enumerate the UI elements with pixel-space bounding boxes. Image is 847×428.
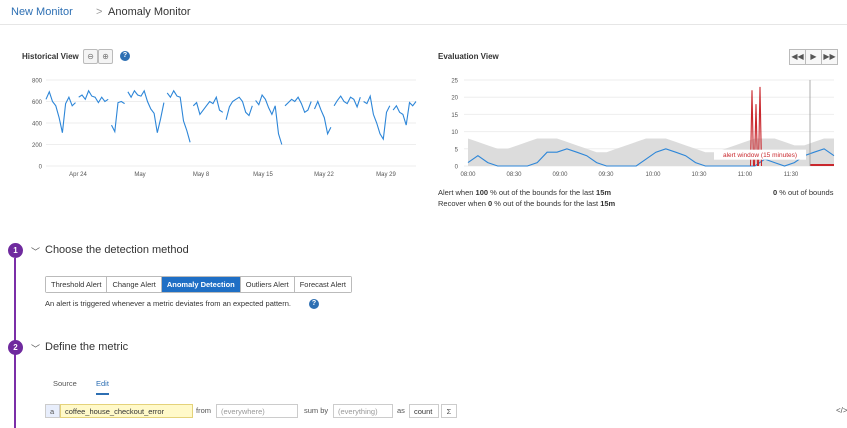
breadcrumb-current: Anomaly Monitor	[108, 6, 191, 18]
x-tick-label: Apr 24	[69, 172, 87, 178]
rewind-icon[interactable]: ◀◀	[789, 49, 806, 65]
series-line-segment	[45, 90, 76, 133]
breadcrumb-new-monitor[interactable]: New Monitor	[11, 6, 73, 18]
x-tick-label: 09:00	[552, 172, 568, 178]
detection-method-tabs: Threshold Alert Change Alert Anomaly Det…	[45, 276, 352, 293]
x-tick-label: 08:00	[460, 172, 476, 178]
metric-input[interactable]: coffee_house_checkout_error	[60, 404, 193, 418]
series-line	[467, 148, 835, 167]
series-line-segment	[392, 101, 417, 126]
chevron-down-icon[interactable]: ﹀	[31, 344, 41, 354]
x-tick-label: 11:00	[738, 172, 753, 178]
query-letter: a	[45, 404, 60, 418]
from-input[interactable]: (everywhere)	[216, 404, 298, 418]
as-select[interactable]: count	[409, 404, 439, 418]
series-line-segment	[363, 94, 391, 141]
x-tick-label: 10:00	[645, 172, 661, 178]
y-tick-label: 0	[455, 165, 459, 171]
code-icon[interactable]: </>	[836, 406, 847, 415]
historical-chart: 0 200 400 600 800 Apr 24 May May 8 May 15 May 22 M…	[32, 79, 417, 178]
series-line-segment	[313, 100, 332, 136]
step-1-title[interactable]: Choose the detection method	[45, 244, 189, 256]
historical-view-title: Historical View	[22, 52, 79, 61]
series-line-segment	[111, 100, 125, 134]
fast-forward-icon[interactable]: ▶▶	[821, 49, 838, 65]
evaluation-view-title: Evaluation View	[438, 52, 499, 61]
alert-window-label: alert window (15 minutes)	[723, 152, 797, 159]
tab-threshold-alert[interactable]: Threshold Alert	[46, 277, 108, 292]
series-line-segment	[192, 95, 224, 116]
x-tick-label: May	[134, 172, 145, 178]
x-tick-label: 11:30	[784, 172, 799, 178]
x-tick-label: May 29	[376, 172, 396, 178]
y-tick-label: 800	[32, 79, 43, 85]
y-tick-label: 0	[39, 165, 43, 171]
sum-by-label: sum by	[304, 406, 329, 415]
y-tick-label: 200	[32, 143, 43, 149]
recover-condition: Recover when 0 % out of the bounds for t…	[438, 199, 616, 208]
sigma-function-button[interactable]: Σ	[441, 404, 457, 418]
chevron-down-icon[interactable]: ﹀	[31, 247, 41, 257]
x-tick-label: May 22	[314, 172, 334, 178]
question-circle-icon[interactable]: ?	[120, 51, 130, 61]
y-tick-label: 5	[455, 147, 459, 153]
alert-condition: Alert when 100 % out of the bounds for t…	[438, 188, 612, 197]
alert-window-label-bg	[714, 149, 806, 160]
x-tick-label: 10:30	[691, 172, 707, 178]
zoom-in-icon[interactable]: ⊕	[98, 49, 113, 64]
series-line-segment	[78, 89, 109, 104]
from-label: from	[196, 406, 211, 415]
series-line-segment	[127, 89, 165, 133]
step-2-title[interactable]: Define the metric	[45, 341, 129, 353]
anomaly-spike	[749, 90, 755, 167]
y-tick-label: 600	[32, 100, 43, 106]
x-tick-label: May 8	[193, 172, 210, 178]
y-tick-label: 25	[451, 79, 458, 85]
out-of-bounds-status: 0 % out of bounds	[773, 188, 834, 197]
tab-anomaly-detection[interactable]: Anomaly Detection	[161, 277, 241, 292]
y-tick-label: 15	[451, 113, 458, 119]
play-icon[interactable]: ▶	[805, 49, 822, 65]
tab-outliers-alert[interactable]: Outliers Alert	[240, 277, 295, 292]
sum-by-input[interactable]: (everything)	[333, 404, 393, 418]
anomaly-spike	[753, 104, 759, 167]
series-line-segment	[166, 89, 191, 143]
zoom-out-icon[interactable]: ⊖	[83, 49, 98, 64]
y-tick-label: 400	[32, 122, 43, 128]
question-circle-icon[interactable]: ?	[309, 299, 319, 309]
series-line-segment	[284, 96, 312, 114]
x-tick-label: 08:30	[506, 172, 522, 178]
series-line-segment	[333, 95, 361, 109]
detection-description: An alert is triggered whenever a metric …	[45, 299, 291, 308]
active-tab-underline	[96, 393, 109, 395]
step-1-badge: 1	[8, 243, 23, 258]
tab-source[interactable]: Source	[53, 379, 77, 388]
series-line-segment	[255, 93, 283, 145]
tab-edit[interactable]: Edit	[96, 379, 109, 388]
y-tick-label: 20	[451, 96, 458, 102]
y-tick-label: 10	[451, 130, 458, 136]
as-label: as	[397, 406, 405, 415]
breadcrumb: New Monitor > Anomaly Monitor	[0, 0, 847, 25]
anomaly-spike	[757, 86, 763, 167]
evaluation-chart: 0 5 10 15 20 25 alert window (15 minutes) 08:00…	[451, 79, 835, 178]
x-tick-label: May 15	[253, 172, 273, 178]
series-line-segment	[225, 96, 253, 120]
step-2-badge: 2	[8, 340, 23, 355]
x-tick-label: 09:30	[598, 172, 614, 178]
tab-change-alert[interactable]: Change Alert	[107, 277, 162, 292]
tab-forecast-alert[interactable]: Forecast Alert	[294, 277, 351, 292]
breadcrumb-separator: >	[96, 6, 103, 18]
